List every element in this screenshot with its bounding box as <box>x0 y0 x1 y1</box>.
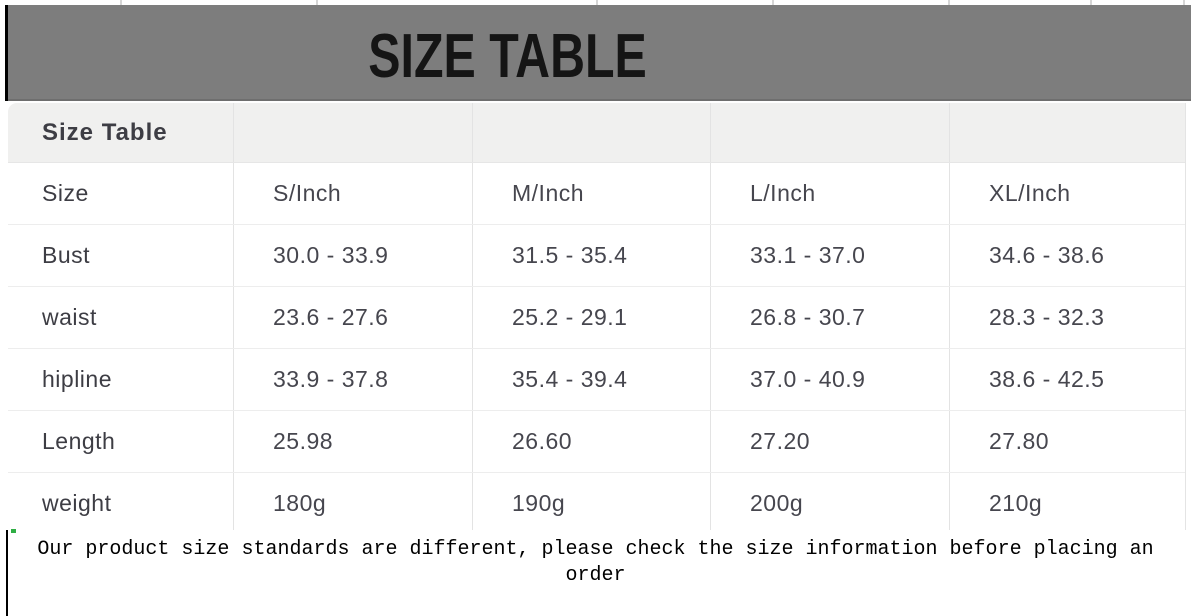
table-cell: 26.60 <box>472 411 710 472</box>
size-note-line-1: Our product size standards are different… <box>37 538 1154 561</box>
table-cell: 28.3 - 32.3 <box>949 287 1185 348</box>
row-label: Bust <box>42 242 91 268</box>
table-cell: 25.2 - 29.1 <box>472 287 710 348</box>
table-cell: 180g <box>233 473 472 530</box>
row-label: Length <box>42 428 116 454</box>
column-guide-tick <box>948 0 950 5</box>
table-cell: 33.9 - 37.8 <box>233 349 472 410</box>
table-cell: XL/Inch <box>949 163 1185 224</box>
table-cell: 30.0 - 33.9 <box>233 225 472 286</box>
table-cell: 210g <box>949 473 1185 530</box>
table-cell: S/Inch <box>233 163 472 224</box>
size-note-text: Our product size standards are different… <box>0 530 1191 589</box>
table-row-length: Length 25.98 26.60 27.20 27.80 <box>8 411 1185 473</box>
column-guide-tick <box>1090 0 1092 5</box>
left-border-bar-bottom <box>6 529 16 616</box>
table-header-cell-empty <box>233 103 472 162</box>
row-label: hipline <box>42 366 112 392</box>
table-cell: 27.20 <box>710 411 949 472</box>
size-note: Our product size standards are different… <box>0 529 1191 616</box>
table-header-label: Size Table <box>8 103 233 162</box>
table-row-hipline: hipline 33.9 - 37.8 35.4 - 39.4 37.0 - 4… <box>8 349 1185 411</box>
left-border-bar-top <box>5 5 8 101</box>
table-cell: 35.4 - 39.4 <box>472 349 710 410</box>
banner-title: SIZE TABLE <box>368 22 648 91</box>
banner-title-wrap: SIZE TABLE <box>8 26 1008 88</box>
table-cell: M/Inch <box>472 163 710 224</box>
size-note-line-2: order <box>565 564 626 587</box>
column-guide-tick <box>596 0 598 5</box>
table-header-row: Size Table <box>8 103 1185 163</box>
column-guide-tick <box>316 0 318 5</box>
row-label: waist <box>42 304 97 330</box>
table-cell: 33.1 - 37.0 <box>710 225 949 286</box>
size-table-banner: SIZE TABLE <box>8 5 1191 101</box>
table-cell: 38.6 - 42.5 <box>949 349 1185 410</box>
column-guide-tick <box>772 0 774 5</box>
selection-handle-artifact <box>11 529 16 533</box>
size-table: Size Table Size S/Inch M/Inch L/Inch XL/… <box>8 103 1186 530</box>
table-cell: 200g <box>710 473 949 530</box>
column-guide-tick <box>1183 0 1185 5</box>
row-label: Size <box>42 180 89 206</box>
table-cell: L/Inch <box>710 163 949 224</box>
table-row-weight: weight 180g 190g 200g 210g <box>8 473 1185 530</box>
table-cell: 26.8 - 30.7 <box>710 287 949 348</box>
table-header-cell-empty <box>710 103 949 162</box>
table-header-cell-empty <box>949 103 1185 162</box>
table-cell: 34.6 - 38.6 <box>949 225 1185 286</box>
table-row-waist: waist 23.6 - 27.6 25.2 - 29.1 26.8 - 30.… <box>8 287 1185 349</box>
column-guide-tick <box>120 0 122 5</box>
table-row-bust: Bust 30.0 - 33.9 31.5 - 35.4 33.1 - 37.0… <box>8 225 1185 287</box>
row-label: weight <box>42 490 112 516</box>
table-cell: 37.0 - 40.9 <box>710 349 949 410</box>
table-cell: 27.80 <box>949 411 1185 472</box>
table-cell: 31.5 - 35.4 <box>472 225 710 286</box>
table-header-cell-empty <box>472 103 710 162</box>
table-row-size: Size S/Inch M/Inch L/Inch XL/Inch <box>8 163 1185 225</box>
table-cell: 25.98 <box>233 411 472 472</box>
table-cell: 23.6 - 27.6 <box>233 287 472 348</box>
table-cell: 190g <box>472 473 710 530</box>
